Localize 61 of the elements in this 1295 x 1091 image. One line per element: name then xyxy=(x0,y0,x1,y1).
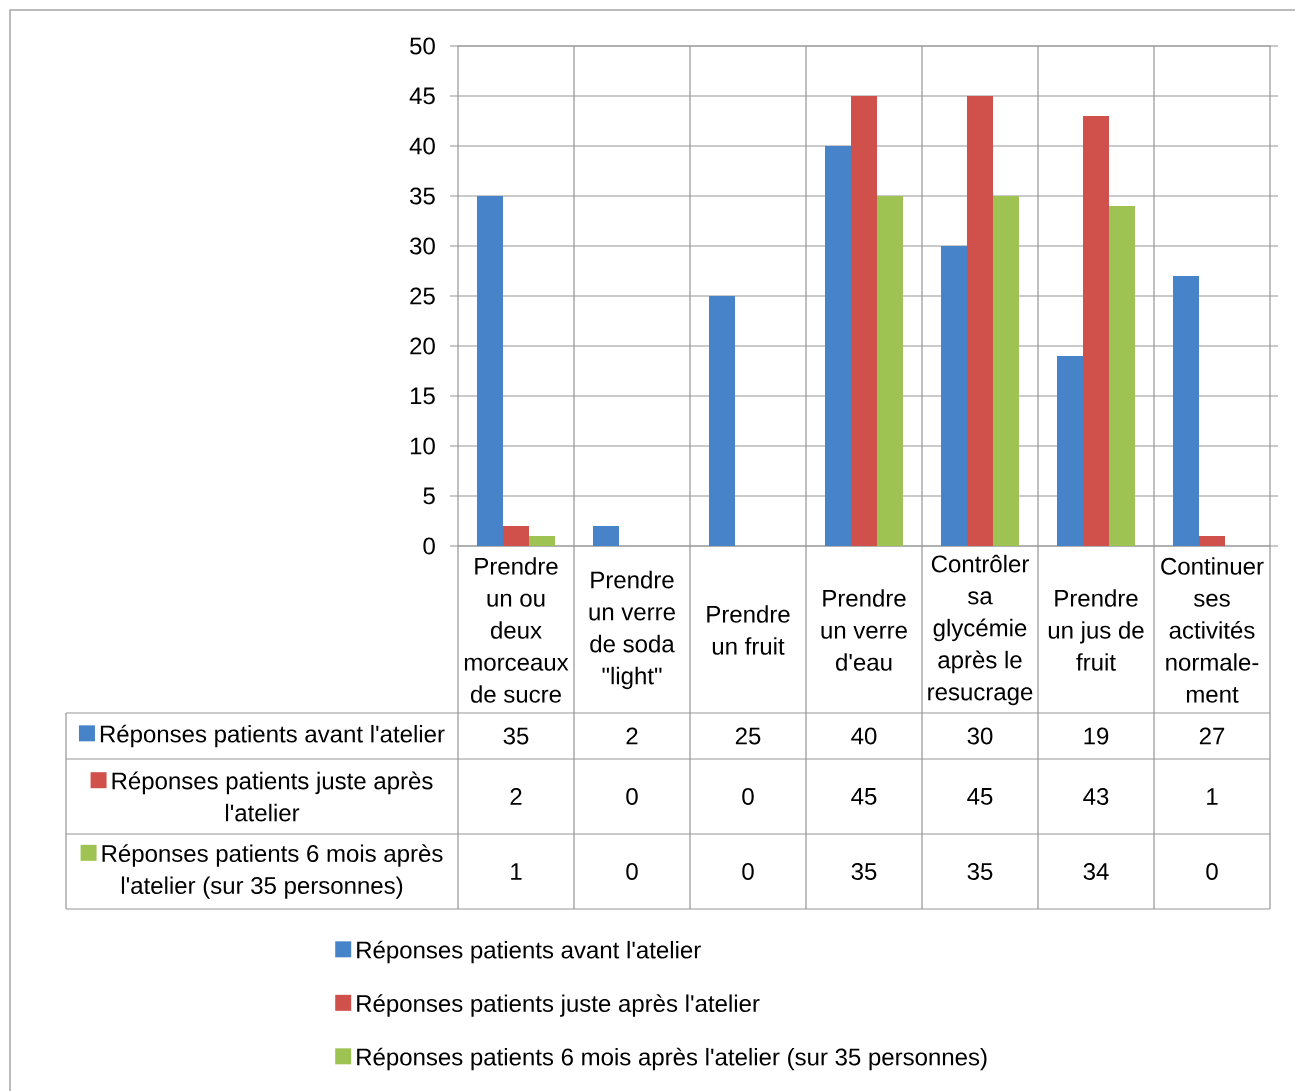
bar xyxy=(1173,275,1199,546)
data-label: 0 xyxy=(742,788,754,805)
text: Réponses patients avant l'atelier xyxy=(357,940,701,964)
bar xyxy=(477,195,504,546)
y-tick-label: 50 xyxy=(410,37,435,55)
y-tick-label: 10 xyxy=(410,437,435,455)
x-tick-label: Prendre un verre d'eau xyxy=(821,589,907,671)
data-label: 35 xyxy=(967,863,993,880)
x-tick-label: Contrôler sa glycémie après le resucrage xyxy=(928,554,1033,706)
bar xyxy=(593,525,620,546)
legend-label: Réponses patients 6 mois après l'atelier (sur 35 personnes) xyxy=(102,844,443,899)
bar xyxy=(877,195,903,546)
data-label: 1 xyxy=(511,863,522,880)
x-tick-label: Prendre un verre de soda "light" xyxy=(589,570,675,690)
data-label: 35 xyxy=(503,727,529,745)
data-label: 40 xyxy=(851,727,877,745)
data-label: 45 xyxy=(851,788,877,805)
data-label: 19 xyxy=(1084,727,1109,745)
data-label: 27 xyxy=(1199,727,1225,745)
y-tick-label: 45 xyxy=(409,87,435,105)
data-label: 1 xyxy=(1207,788,1218,805)
bar xyxy=(941,245,967,546)
bar xyxy=(1083,115,1109,546)
x-tick-label: Prendre un fruit xyxy=(707,605,790,655)
bar xyxy=(1057,355,1083,546)
bar xyxy=(503,525,530,546)
bar xyxy=(1109,205,1135,546)
bar xyxy=(993,195,1019,546)
legend-label: Réponses patients juste après l'atelier xyxy=(112,771,433,822)
text: Réponses patients juste après l'atelier xyxy=(357,994,760,1017)
y-tick-label: 5 xyxy=(423,487,435,505)
data-label: 0 xyxy=(1206,863,1218,880)
y-tick-label: 15 xyxy=(410,387,435,405)
data-label: 0 xyxy=(626,863,638,880)
data-label: 30 xyxy=(967,727,993,745)
bar xyxy=(709,295,736,546)
legend-label: Réponses patients avant l'atelier xyxy=(100,724,445,748)
y-tick-label: 35 xyxy=(410,187,435,205)
x-tick-label: Continuer ses activités normale-ment xyxy=(1161,557,1264,703)
data-label: 34 xyxy=(1083,863,1109,880)
bar xyxy=(825,145,852,546)
bar xyxy=(851,95,878,546)
bar xyxy=(967,95,993,546)
data-label: 43 xyxy=(1083,788,1109,805)
data-label: 35 xyxy=(851,863,877,880)
data-label: 45 xyxy=(967,788,993,805)
text: Réponses patients 6 mois après l'atelier (sur 35 personnes) xyxy=(357,1047,987,1071)
data-label: 25 xyxy=(735,727,761,745)
data-label: 2 xyxy=(510,788,522,805)
bar xyxy=(529,535,556,546)
y-tick-label: 40 xyxy=(409,137,435,155)
y-tick-label: 20 xyxy=(410,337,435,355)
data-label: 2 xyxy=(626,727,638,745)
data-label: 0 xyxy=(742,863,754,880)
x-tick-label: Prendre un ou deux morceaux de sucre xyxy=(464,557,569,703)
y-tick-label: 0 xyxy=(423,537,435,555)
y-tick-label: 30 xyxy=(410,237,435,255)
data-label: 0 xyxy=(626,788,638,805)
y-tick-label: 25 xyxy=(410,287,435,305)
bar xyxy=(1199,535,1225,546)
x-tick-label: Prendre un jus de fruit xyxy=(1048,589,1144,671)
